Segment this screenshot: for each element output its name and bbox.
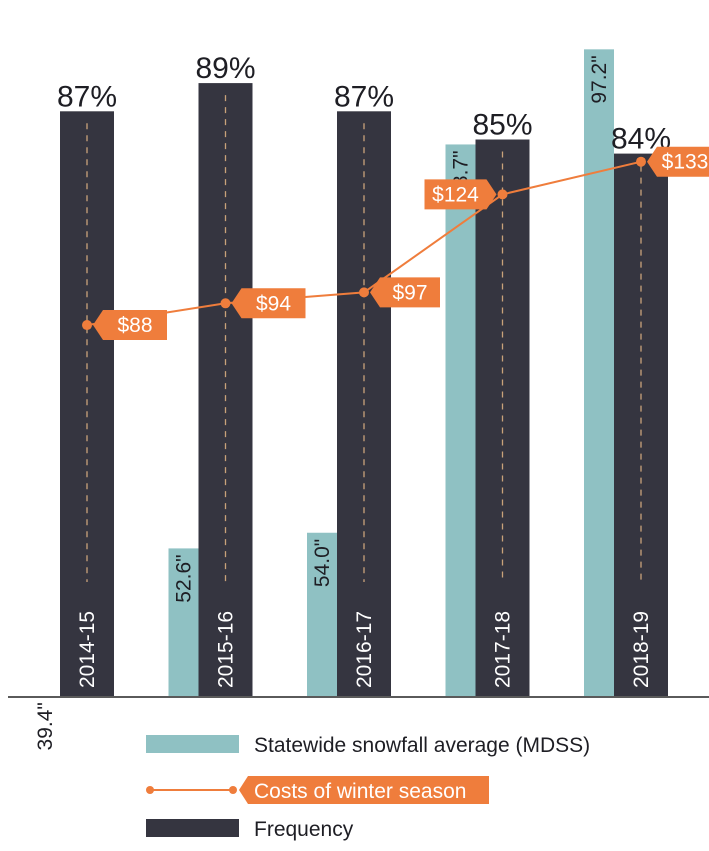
frequency-bar [614, 153, 668, 697]
snowfall-label: 54.0" [311, 539, 334, 587]
snowfall-label: 52.6" [173, 554, 196, 602]
legend-swatch-frequency [146, 819, 239, 837]
cost-label: $88 [117, 314, 152, 337]
frequency-label: 89% [195, 52, 255, 85]
frequency-label: 87% [57, 80, 117, 113]
category-label: 2017-18 [492, 611, 515, 688]
category-label: 2015-16 [215, 611, 238, 688]
snowfall-label: 39.4" [34, 702, 57, 750]
cost-label-box [93, 310, 167, 341]
cost-label-box [231, 288, 306, 319]
cost-label: $124 [432, 183, 479, 206]
cost-label-box [370, 277, 440, 308]
cost-label-box [647, 146, 709, 177]
legend-label-snowfall: Statewide snowfall average (MDSS) [254, 734, 590, 757]
cost-label: $94 [256, 292, 291, 315]
cost-point [497, 189, 508, 200]
cost-label: $133 [662, 151, 709, 174]
category-label: 2014-15 [76, 611, 99, 688]
cost-label: $97 [392, 281, 427, 304]
legend-swatch-costs-dot-right [229, 786, 237, 794]
cost-point [359, 287, 369, 298]
legend-label-costs: Costs of winter season [254, 780, 466, 803]
frequency-label: 87% [334, 80, 394, 113]
cost-point [82, 320, 92, 331]
frequency-bar [198, 83, 253, 697]
legend-item-costs: Costs of winter season [146, 776, 489, 804]
legend: Statewide snowfall average (MDSS) Costs … [146, 734, 590, 841]
legend-swatch-snowfall [146, 735, 239, 753]
snowfall-bar [445, 144, 476, 696]
snowfall-label: 97.2" [588, 55, 611, 103]
legend-item-snowfall: Statewide snowfall average (MDSS) [146, 734, 590, 757]
cost-label-box [424, 179, 497, 210]
cost-point [636, 156, 646, 167]
category-label: 2016-17 [353, 611, 376, 688]
legend-swatch-costs-dot-left [146, 786, 154, 794]
snowfall-bar [584, 49, 614, 696]
snowfall-bar [168, 548, 199, 696]
legend-label-costs-box [239, 776, 489, 804]
snowfall-bar [307, 532, 337, 696]
frequency-label: 85% [472, 109, 532, 142]
cost-point [220, 298, 231, 309]
plot-area: 87% 39.4" 2014-15 89% 52.6" 2015-16 87% 54.0" 20… [34, 49, 709, 750]
category-label: 2018-19 [630, 611, 653, 688]
legend-label-frequency: Frequency [254, 818, 354, 841]
legend-item-frequency: Frequency [146, 818, 354, 841]
